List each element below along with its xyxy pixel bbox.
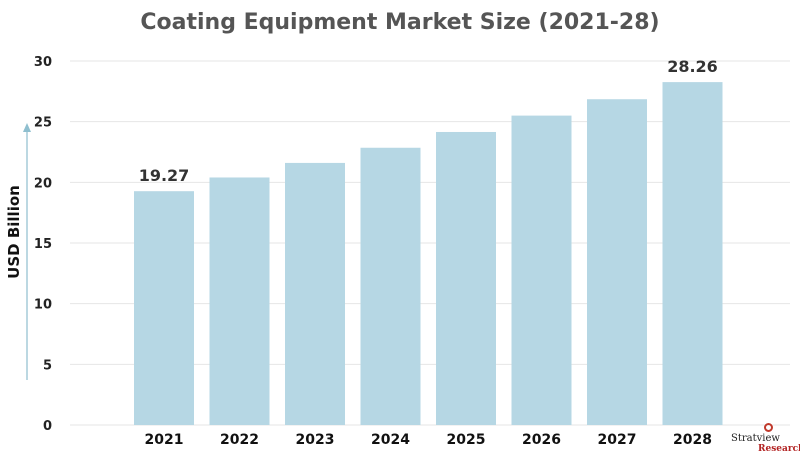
x-tick-label: 2025 xyxy=(447,432,486,448)
x-tick-label: 2024 xyxy=(371,432,410,448)
y-axis-arrow-head-icon xyxy=(23,123,31,132)
logo-target-icon xyxy=(764,423,773,432)
y-tick-label: 30 xyxy=(34,55,52,70)
y-tick-label: 25 xyxy=(34,116,52,131)
y-tick-label: 15 xyxy=(34,237,52,252)
logo-subtext: Research xyxy=(758,444,800,454)
bar xyxy=(360,147,421,425)
x-tick-label: 2023 xyxy=(296,432,335,448)
stratview-logo: Stratview Research xyxy=(706,420,800,456)
chart-title: Coating Equipment Market Size (2021-28) xyxy=(140,10,660,35)
logo-text: Stratview xyxy=(731,433,780,444)
bar xyxy=(134,191,194,425)
bar xyxy=(285,162,345,426)
y-tick-label: 0 xyxy=(43,419,52,434)
bar xyxy=(662,82,723,425)
x-tick-label: 2027 xyxy=(598,432,637,448)
y-tick-label: 10 xyxy=(34,298,52,313)
data-label: 28.26 xyxy=(667,57,718,76)
x-tick-label: 2022 xyxy=(220,432,259,448)
bar xyxy=(436,131,496,426)
data-label: 19.27 xyxy=(139,166,190,185)
y-tick-label: 20 xyxy=(34,176,52,191)
bar xyxy=(209,177,270,425)
bar xyxy=(587,99,647,425)
y-tick-label: 5 xyxy=(43,358,52,373)
x-tick-label: 2028 xyxy=(673,432,712,448)
x-tick-label: 2021 xyxy=(145,432,184,448)
bar xyxy=(511,115,572,425)
x-tick-label: 2026 xyxy=(522,432,561,448)
